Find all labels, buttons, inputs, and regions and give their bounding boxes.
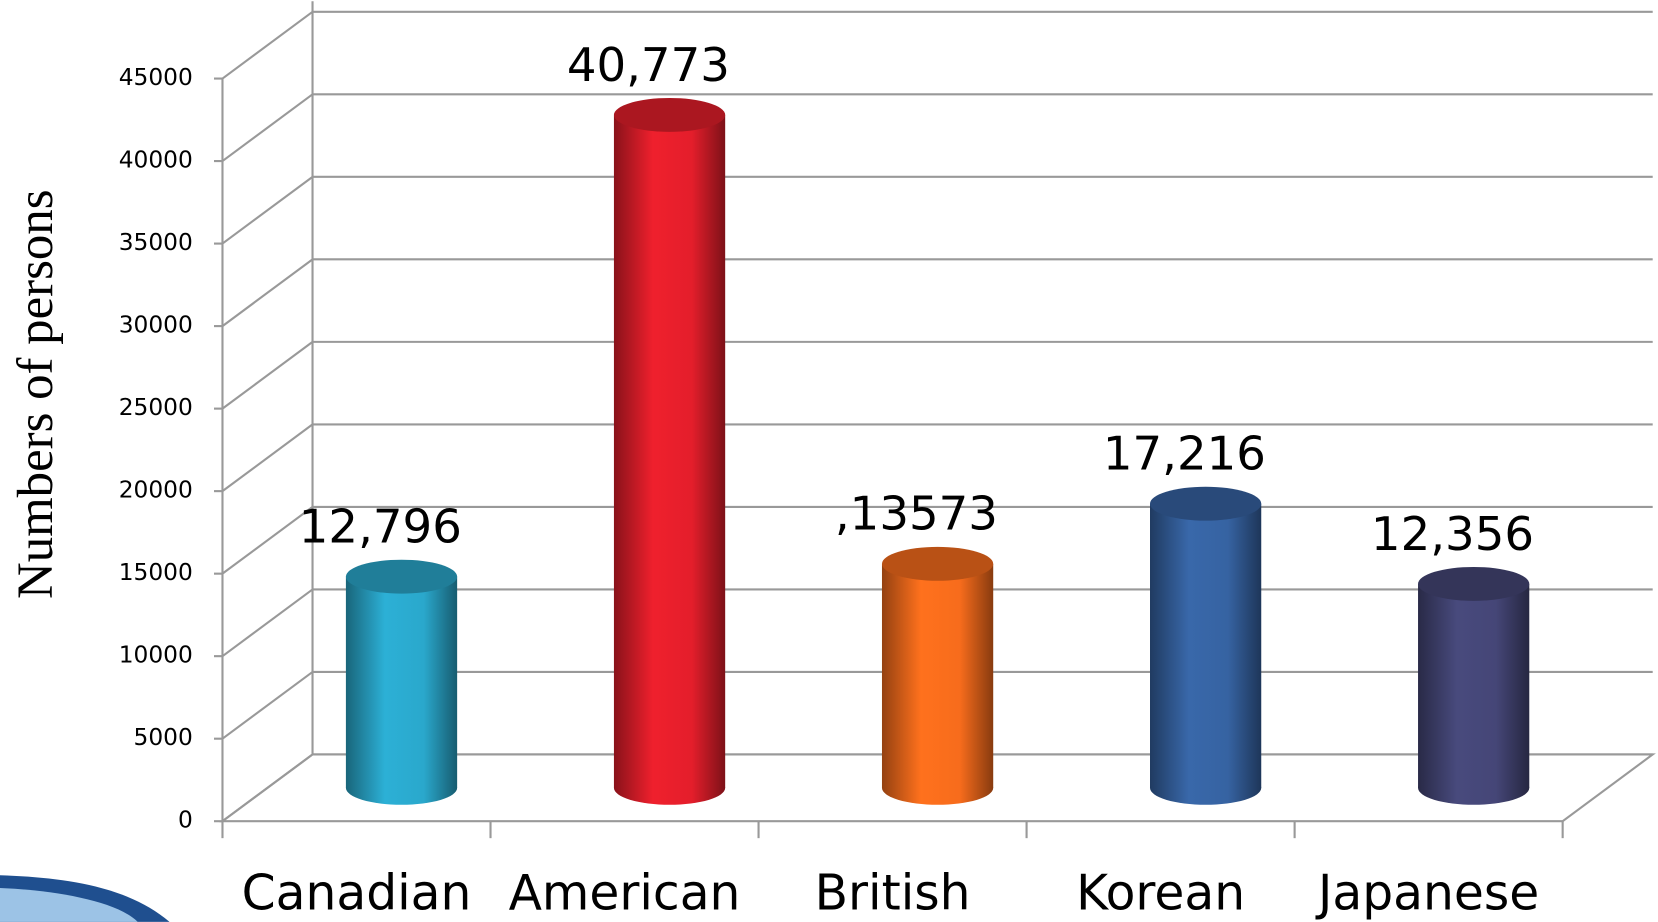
bar xyxy=(345,576,458,788)
grid-line xyxy=(221,258,314,327)
grid-line xyxy=(221,671,314,740)
y-tick-label: 45000 xyxy=(119,64,193,91)
value-label: 12,796 xyxy=(299,500,462,554)
grid-line xyxy=(221,341,314,410)
y-axis-label: Numbers of persons xyxy=(7,189,63,599)
x-tick-label: British xyxy=(815,865,971,921)
value-label: 12,356 xyxy=(1371,507,1534,561)
decoration xyxy=(0,887,138,922)
bar-top xyxy=(1150,486,1262,521)
x-tick-label: American xyxy=(509,865,741,921)
x-tick-label: Canadian xyxy=(242,865,472,921)
y-tick-label: 0 xyxy=(178,807,193,834)
bar-top xyxy=(345,559,458,594)
value-label: 17,216 xyxy=(1103,427,1266,481)
value-label: 40,773 xyxy=(567,38,730,92)
y-tick-label: 40000 xyxy=(119,147,193,174)
y-tick-label: 15000 xyxy=(119,559,193,586)
bar xyxy=(881,563,994,788)
bar xyxy=(613,114,726,788)
y-tick-label: 25000 xyxy=(119,394,193,421)
x-tick-label: Korean xyxy=(1076,865,1245,921)
grid-line xyxy=(221,10,314,80)
y-tick-label: 35000 xyxy=(119,229,193,256)
y-tick-label: 20000 xyxy=(119,477,193,504)
y-tick-label: 10000 xyxy=(119,642,193,669)
bar-top xyxy=(881,546,994,581)
grid-line xyxy=(221,175,314,245)
grid-line xyxy=(221,753,314,823)
bar-top xyxy=(1418,566,1530,601)
bar-top xyxy=(613,97,726,132)
bar xyxy=(1418,583,1530,788)
y-tick-label: 5000 xyxy=(134,724,193,751)
grid-line xyxy=(221,423,314,492)
x-tick-label: Japanese xyxy=(1315,865,1539,921)
grid-line xyxy=(221,588,314,658)
grid-line xyxy=(221,93,314,162)
value-label: ,13573 xyxy=(835,487,998,541)
y-tick-label: 30000 xyxy=(119,312,193,339)
grid-line xyxy=(221,506,314,575)
bar xyxy=(1150,503,1262,788)
